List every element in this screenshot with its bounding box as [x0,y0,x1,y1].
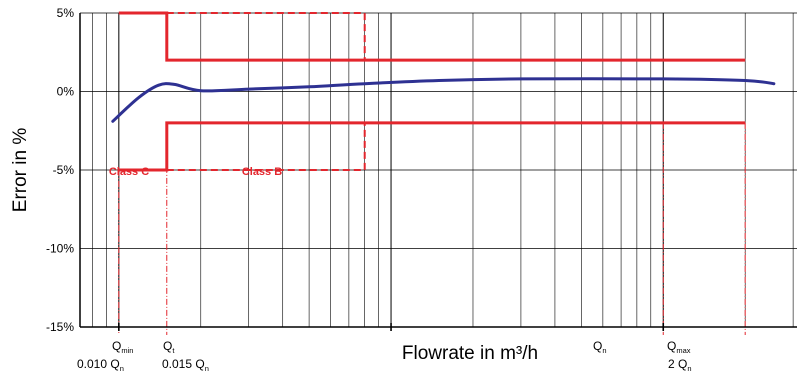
class-b-upper-limit [166,12,366,61]
y-tick-label: -10% [46,242,74,256]
x-axis-title: Flowrate in m³/h [402,343,538,364]
q-max-label: Qmax [667,339,691,355]
q-min-label: Qmin [112,339,133,355]
class-b-lower-limit [166,122,366,171]
limit-lines [118,11,746,335]
class-c-label: Class C [109,166,149,178]
series-layer [111,77,776,123]
q-max-value-label: 2 Qn [668,357,692,373]
y-tick-label: -5% [53,163,75,177]
y-axis-title: Error in % [10,128,31,213]
class-b-label: Class B [242,166,282,178]
labels: 5% 0% -5% -10% -15% Error in % Flowrate in m³/… [10,6,692,373]
y-tick-label: 0% [57,85,75,99]
error-series-line [111,77,776,123]
axes [79,13,797,331]
y-tick-label: 5% [57,6,75,20]
q-t-value-label: 0.015 Qn [162,357,209,373]
q-n-label: Qn [593,339,607,355]
class-c-upper-limit [118,11,746,62]
y-tick-label: -15% [46,320,74,334]
q-min-value-label: 0.010 Qn [77,357,124,373]
q-t-label: Qt [163,339,175,355]
class-c-lower-limit [118,121,746,172]
